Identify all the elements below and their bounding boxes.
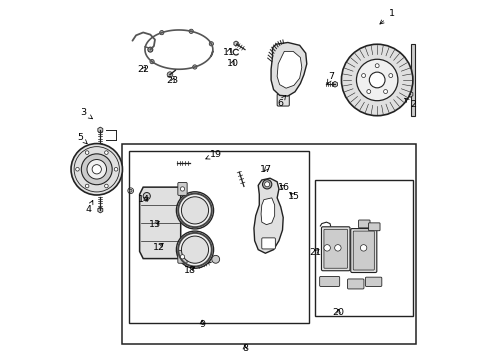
Circle shape	[114, 167, 118, 171]
Circle shape	[356, 59, 398, 101]
FancyBboxPatch shape	[359, 220, 370, 228]
Polygon shape	[277, 51, 302, 88]
Polygon shape	[333, 81, 338, 87]
Text: 15: 15	[288, 192, 300, 201]
Text: 18: 18	[184, 266, 196, 275]
Circle shape	[176, 192, 214, 229]
Text: 10: 10	[226, 59, 239, 68]
Circle shape	[193, 65, 197, 69]
Polygon shape	[254, 178, 283, 253]
Circle shape	[167, 72, 173, 77]
FancyBboxPatch shape	[368, 223, 380, 231]
Text: 22: 22	[137, 66, 149, 75]
Circle shape	[160, 31, 164, 35]
Circle shape	[375, 64, 379, 68]
Text: 8: 8	[242, 344, 248, 353]
Polygon shape	[408, 91, 413, 97]
Circle shape	[369, 72, 385, 88]
Circle shape	[389, 73, 392, 77]
Circle shape	[160, 163, 165, 168]
Text: 11: 11	[223, 48, 235, 57]
Text: 13: 13	[149, 220, 161, 229]
Polygon shape	[196, 264, 200, 270]
Bar	[122, 144, 416, 344]
FancyBboxPatch shape	[321, 227, 350, 271]
Polygon shape	[174, 160, 179, 166]
FancyBboxPatch shape	[366, 277, 382, 287]
Text: 17: 17	[260, 165, 272, 174]
Polygon shape	[98, 207, 103, 213]
Circle shape	[189, 29, 194, 33]
Circle shape	[367, 90, 371, 94]
FancyBboxPatch shape	[351, 229, 377, 273]
FancyBboxPatch shape	[178, 250, 187, 263]
Circle shape	[180, 255, 185, 259]
FancyBboxPatch shape	[347, 279, 364, 289]
Circle shape	[180, 187, 185, 191]
Circle shape	[265, 182, 270, 187]
Text: 9: 9	[199, 320, 205, 329]
FancyBboxPatch shape	[324, 229, 347, 268]
Text: 14: 14	[138, 195, 150, 204]
Circle shape	[150, 59, 154, 64]
Circle shape	[324, 245, 330, 251]
Polygon shape	[234, 41, 238, 46]
Circle shape	[71, 144, 122, 195]
Circle shape	[148, 47, 153, 52]
Text: 16: 16	[277, 183, 290, 192]
Circle shape	[360, 245, 367, 251]
Text: 7: 7	[327, 72, 335, 84]
Text: 5: 5	[78, 133, 87, 144]
Bar	[315, 180, 413, 316]
Circle shape	[384, 90, 388, 94]
Polygon shape	[271, 42, 307, 96]
FancyBboxPatch shape	[353, 231, 374, 270]
Circle shape	[209, 42, 214, 46]
FancyBboxPatch shape	[178, 183, 187, 195]
Circle shape	[129, 189, 132, 192]
Text: 6: 6	[277, 96, 286, 108]
Text: 2: 2	[405, 98, 416, 109]
Text: 1: 1	[380, 9, 394, 24]
Circle shape	[85, 184, 89, 188]
FancyBboxPatch shape	[319, 276, 340, 287]
Circle shape	[263, 180, 272, 189]
Polygon shape	[98, 127, 103, 133]
Polygon shape	[237, 170, 242, 175]
Circle shape	[92, 165, 101, 174]
Circle shape	[181, 236, 209, 263]
Circle shape	[81, 154, 112, 185]
Circle shape	[87, 159, 106, 179]
Circle shape	[362, 73, 366, 77]
Circle shape	[342, 44, 413, 116]
Circle shape	[176, 231, 214, 268]
Circle shape	[104, 184, 108, 188]
Text: 19: 19	[206, 150, 221, 159]
FancyBboxPatch shape	[277, 94, 289, 106]
Polygon shape	[411, 44, 415, 116]
Circle shape	[335, 245, 341, 251]
Circle shape	[143, 193, 150, 200]
Circle shape	[75, 167, 79, 171]
Circle shape	[104, 151, 108, 154]
FancyBboxPatch shape	[262, 238, 275, 249]
Circle shape	[181, 197, 209, 224]
Text: 20: 20	[333, 309, 344, 318]
Polygon shape	[140, 187, 181, 258]
Circle shape	[212, 255, 220, 263]
Text: 23: 23	[167, 76, 179, 85]
Circle shape	[85, 151, 89, 154]
Text: 21: 21	[310, 248, 322, 257]
Polygon shape	[261, 198, 275, 225]
Text: 4: 4	[86, 201, 93, 214]
Bar	[129, 152, 309, 323]
Text: 3: 3	[80, 108, 93, 119]
Text: 12: 12	[152, 243, 165, 252]
